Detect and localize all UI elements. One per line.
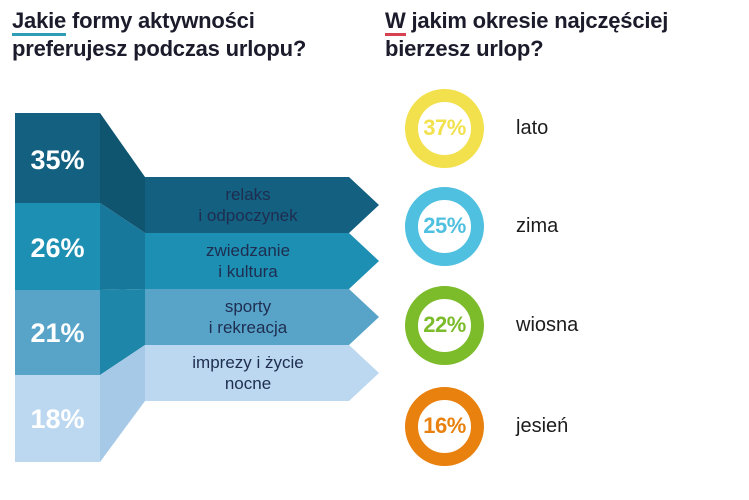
bar-value-zwiedzanie: 26% [30,233,85,263]
bar-value-sporty: 21% [30,318,85,348]
ribbon-label-relaks: relaks i odpoczynek [198,185,298,225]
left-title-line2: preferujesz podczas urlopu? [12,36,307,61]
donut-ring-wiosna: 22% [405,285,484,365]
ribbon-arrow-zwiedzanie [145,233,379,289]
right-title-line2: bierzesz urlop? [385,36,544,61]
donut-percent-zima: 25% [423,213,466,238]
fold-connector-imprezy [100,345,145,462]
ribbon-label-imprezy: imprezy i życie nocne [192,353,304,393]
donut-ring-jesien: 16% [405,386,484,466]
left-title-underlined-word: Jakie [12,8,66,36]
season-row-jesien: 16% jesień [405,386,568,466]
bar-segment-zwiedzanie [15,203,100,290]
bar-value-relaks: 35% [30,145,85,175]
bar-value-imprezy: 18% [30,404,85,434]
bar-segment-relaks [15,113,100,203]
right-title-underlined-word: W [385,8,406,36]
season-label-lato: lato [516,117,549,139]
fold-connector-relaks [100,113,145,233]
season-row-wiosna: 22% wiosna [405,285,578,365]
bar-segment-imprezy [15,375,100,462]
donut-ring-zima: 25% [405,186,484,266]
donut-ring-lato: 37% [405,88,484,168]
fold-connector-zwiedzanie [100,203,145,290]
ribbon-arrow-sporty [145,289,379,345]
season-row-zima: 25% zima [405,186,558,266]
season-label-zima: zima [516,215,559,237]
left-title-line1-rest: formy aktywności [66,8,255,33]
fold-connector-sporty [100,289,145,375]
right-chart-title: W jakim okresie najczęściej bierzesz url… [385,7,745,63]
bar-segment-sporty [15,290,100,375]
donut-percent-wiosna: 22% [423,312,466,337]
right-title-line1-rest: jakim okresie najczęściej [405,8,669,33]
ribbon-arrow-relaks [145,177,379,233]
left-chart-title: Jakie formy aktywności preferujesz podcz… [12,7,377,63]
ribbon-label-sporty: sporty i rekreacja [208,297,288,337]
season-row-lato: 37% lato [405,88,548,168]
donut-percent-jesien: 16% [423,413,466,438]
season-label-wiosna: wiosna [516,314,579,336]
ribbon-label-zwiedzanie: zwiedzanie i kultura [205,241,291,281]
ribbon-arrow-imprezy [145,345,379,401]
season-label-jesien: jesień [516,415,569,437]
donut-percent-lato: 37% [423,115,466,140]
